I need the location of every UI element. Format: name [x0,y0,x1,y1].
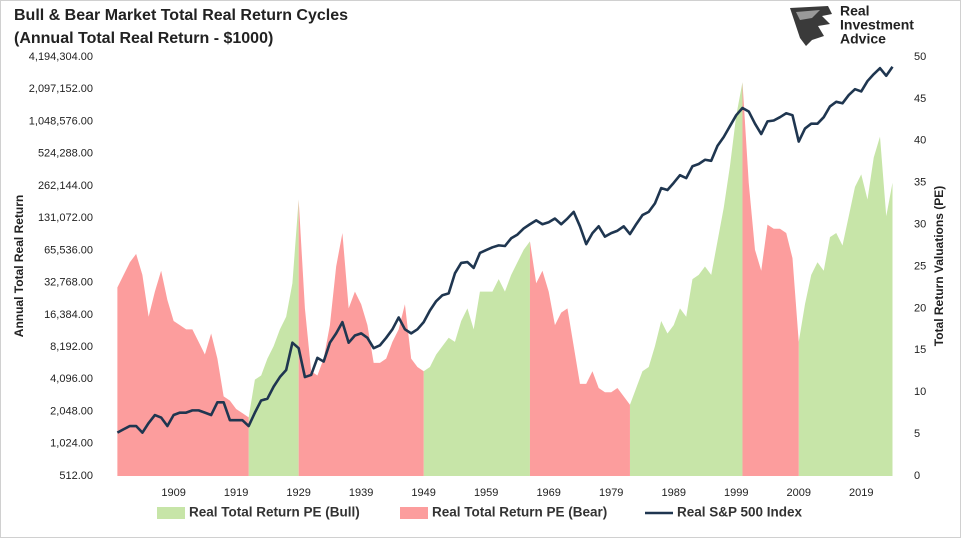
y-tick-label: 1,024.00 [50,438,93,450]
legend-swatch [157,507,185,519]
y2-tick-label: 40 [914,135,926,147]
y-tick-label: 4,194,304.00 [29,51,93,63]
y-tick-label: 262,144.00 [38,180,93,192]
y-tick-label: 16,384.00 [44,309,93,321]
y2-tick-label: 0 [914,470,920,482]
x-tick-label: 1999 [724,487,748,499]
y-tick-label: 32,768.00 [44,277,93,289]
y2-tick-label: 15 [914,344,926,356]
x-tick-label: 1969 [536,487,560,499]
y-axis-label: Annual Total Real Return [12,195,26,337]
y-tick-label: 65,536.00 [44,244,93,256]
y2-tick-label: 20 [914,302,926,314]
chart-subtitle: (Annual Total Real Return - $1000) [14,30,273,47]
y2-tick-label: 10 [914,386,926,398]
x-tick-label: 1939 [349,487,373,499]
y2-tick-label: 25 [914,260,926,272]
y2-tick-label: 50 [914,51,926,63]
legend-label: Real Total Return PE (Bull) [189,505,360,520]
pe-area [248,82,893,476]
legend-item: Real Total Return PE (Bull) [157,505,360,520]
logo-text: Investment [840,17,914,33]
x-tick-label: 1919 [224,487,248,499]
y-tick-label: 512.00 [59,470,93,482]
y2-tick-label: 30 [914,219,926,231]
y-tick-label: 4,096.00 [50,373,93,385]
legend-swatch [400,507,428,519]
logo-text: Real [840,3,870,19]
y2-tick-label: 35 [914,177,926,189]
y-tick-label: 1,048,576.00 [29,115,93,127]
y-tick-label: 524,288.00 [38,148,93,160]
legend-label: Real S&P 500 Index [677,505,803,520]
y-tick-label: 2,048.00 [50,405,93,417]
x-tick-label: 1949 [411,487,435,499]
y-tick-label: 8,192.00 [50,341,93,353]
x-tick-label: 2009 [786,487,810,499]
y2-tick-label: 5 [914,428,920,440]
y-tick-label: 131,072.00 [38,212,93,224]
index-line [116,66,894,434]
pe-area [117,82,799,476]
x-tick-label: 1959 [474,487,498,499]
legend-label: Real Total Return PE (Bear) [432,505,607,520]
x-tick-label: 1979 [599,487,623,499]
x-tick-label: 1989 [661,487,685,499]
logo: Real Investment Advice [790,3,914,47]
y2-axis-label: Total Return Valuations (PE) [932,186,946,346]
y-tick-label: 2,097,152.00 [29,83,93,95]
x-tick-label: 1929 [286,487,310,499]
legend-item: Real S&P 500 Index [645,505,803,520]
legend-item: Real Total Return PE (Bear) [400,505,607,520]
x-tick-label: 2019 [849,487,873,499]
y2-tick-label: 45 [914,93,926,105]
logo-text: Advice [840,31,886,47]
chart-title: Bull & Bear Market Total Real Return Cyc… [14,7,348,24]
logo-icon-detail [796,10,820,20]
x-tick-label: 1909 [161,487,185,499]
